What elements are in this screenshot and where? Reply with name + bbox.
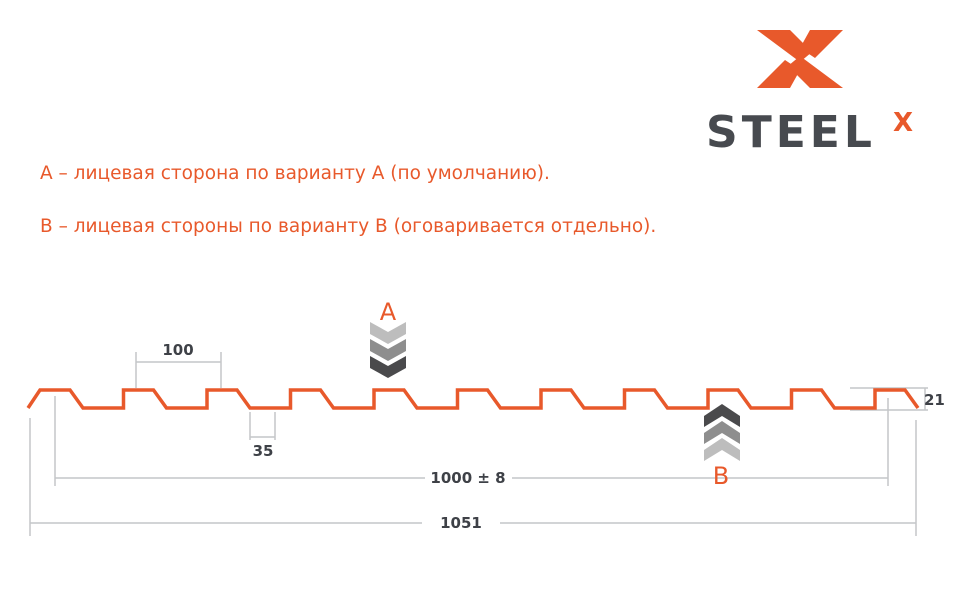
- side-a-label: A: [380, 298, 397, 326]
- logo-superscript: X: [893, 108, 913, 138]
- pitch-dimension: 100: [162, 341, 193, 359]
- side-b-label: B: [713, 462, 729, 490]
- note-side-b: В – лицевая стороны по варианту В (огова…: [40, 216, 657, 237]
- useful-width-dimension: 1000 ± 8: [430, 469, 505, 487]
- logo-x-icon: [757, 30, 843, 88]
- height-dimension: 21: [924, 391, 945, 409]
- logo-text: STEEL: [706, 107, 876, 158]
- bottom-width-dimension: 35: [253, 442, 274, 460]
- total-width-dimension: 1051: [440, 514, 482, 532]
- steelx-logo: STEEL X: [706, 30, 913, 158]
- side-b-arrow-icon: [704, 404, 740, 461]
- side-a-arrow-icon: [370, 322, 406, 378]
- dimension-lines: [29, 352, 928, 536]
- note-side-a: А – лицевая сторона по варианту А (по ум…: [40, 163, 550, 184]
- corrugated-profile: [26, 388, 920, 410]
